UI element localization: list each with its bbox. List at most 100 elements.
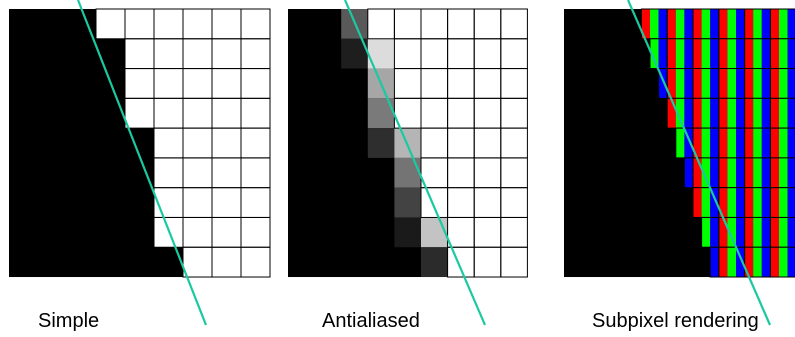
subpixel-stripe	[770, 68, 779, 99]
subpixel-stripe	[727, 187, 736, 218]
subpixel-stripe	[675, 128, 685, 158]
subpixel-stripe	[710, 247, 719, 278]
gray-pixel	[421, 247, 448, 278]
subpixel-stripe	[693, 98, 702, 129]
white-pixels-row	[447, 217, 528, 248]
subpixel-stripe	[787, 217, 795, 248]
subpixel-stripe	[753, 187, 762, 218]
subpixel-stripe	[787, 128, 795, 158]
subpixel-stripe	[693, 38, 702, 69]
subpixel-stripe	[718, 187, 728, 218]
caption-antialiased: Antialiased	[322, 310, 420, 332]
subpixel-stripe	[693, 68, 702, 99]
grid-cell	[240, 246, 271, 278]
subpixel-stripe	[753, 68, 762, 99]
subpixel-stripe	[736, 157, 745, 188]
subpixel-stripe	[744, 98, 754, 129]
subpixel-stripe	[787, 157, 795, 188]
subpixel-stripe	[736, 38, 745, 69]
subpixel-stripe	[718, 217, 728, 248]
grid-cell	[500, 246, 528, 278]
subpixel-stripe	[779, 38, 788, 69]
subpixel-stripe	[744, 9, 754, 39]
subpixel-stripe	[761, 247, 771, 278]
subpixel-stripe	[658, 68, 668, 99]
subpixel-stripe	[718, 68, 728, 99]
subpixel-stripe	[761, 9, 771, 39]
subpixel-stripe	[667, 68, 676, 99]
subpixel-stripe	[761, 128, 771, 158]
subpixel-stripe	[693, 128, 702, 158]
subpixel-stripe	[718, 38, 728, 69]
subpixel-stripe	[770, 9, 779, 39]
grid-cell	[769, 246, 795, 278]
subpixel-stripe	[710, 68, 719, 99]
subpixel-stripe	[693, 187, 702, 218]
subpixel-stripe	[701, 38, 711, 69]
subpixel-stripe	[727, 128, 736, 158]
subpixel-stripe	[658, 9, 668, 39]
subpixel-stripe	[710, 157, 719, 188]
subpixel-stripe	[779, 98, 788, 129]
subpixel-stripe	[675, 68, 685, 99]
subpixel-stripe	[744, 247, 754, 278]
subpixel-stripe	[675, 9, 685, 39]
caption-subpixel-rendering: Subpixel rendering	[592, 310, 759, 332]
subpixel-stripe	[710, 98, 719, 129]
subpixel-stripe	[787, 247, 795, 278]
gray-pixel	[394, 187, 421, 218]
subpixel-stripe	[744, 187, 754, 218]
subpixel-stripe	[701, 217, 711, 248]
subpixel-stripe	[787, 68, 795, 99]
subpixel-stripe	[701, 9, 711, 39]
subpixel-stripe	[744, 217, 754, 248]
subpixel-stripe	[736, 9, 745, 39]
subpixel-stripe	[710, 128, 719, 158]
subpixel-stripe	[718, 128, 728, 158]
white-pixels-row	[125, 38, 270, 69]
subpixel-stripe	[736, 217, 745, 248]
subpixel-stripe	[736, 98, 745, 129]
subpixel-stripe	[753, 157, 762, 188]
subpixel-stripe	[641, 9, 650, 39]
subpixel-stripe	[658, 38, 668, 69]
subpixel-stripe	[787, 98, 795, 129]
gray-pixel	[421, 217, 448, 248]
gray-pixel	[367, 128, 395, 158]
subpixel-stripe	[736, 68, 745, 99]
ideal-edge-line	[626, 0, 772, 326]
subpixel-stripe	[761, 217, 771, 248]
white-pixels-row	[447, 247, 528, 278]
white-pixels-row	[394, 38, 528, 69]
subpixel-stripe	[787, 38, 795, 69]
subpixel-stripe	[727, 247, 736, 278]
white-pixels-row	[183, 247, 270, 278]
subpixel-stripe	[744, 157, 754, 188]
subpixel-stripe	[736, 128, 745, 158]
white-pixels-row	[125, 98, 270, 129]
subpixel-stripe	[736, 247, 745, 278]
gray-pixel	[394, 157, 421, 188]
subpixel-stripe	[761, 187, 771, 218]
subpixel-stripe	[753, 217, 762, 248]
subpixel-stripe	[693, 157, 702, 188]
white-pixels-row	[394, 68, 528, 99]
caption-simple: Simple	[38, 310, 100, 332]
subpixel-stripe	[718, 247, 728, 278]
white-pixels-row	[125, 68, 270, 99]
subpixel-stripe	[761, 38, 771, 69]
subpixel-stripe	[675, 98, 685, 129]
subpixel-stripe	[701, 98, 711, 129]
subpixel-stripe	[753, 128, 762, 158]
subpixel-stripe	[761, 68, 771, 99]
subpixel-stripe	[710, 187, 719, 218]
subpixel-stripe	[761, 98, 771, 129]
subpixel-stripe	[650, 9, 659, 39]
subpixel-stripe	[770, 38, 779, 69]
subpixel-stripe	[770, 247, 779, 278]
subpixel-stripe	[779, 247, 788, 278]
subpixel-stripe	[701, 128, 711, 158]
subpixel-stripe	[684, 98, 693, 129]
subpixel-stripe	[744, 68, 754, 99]
